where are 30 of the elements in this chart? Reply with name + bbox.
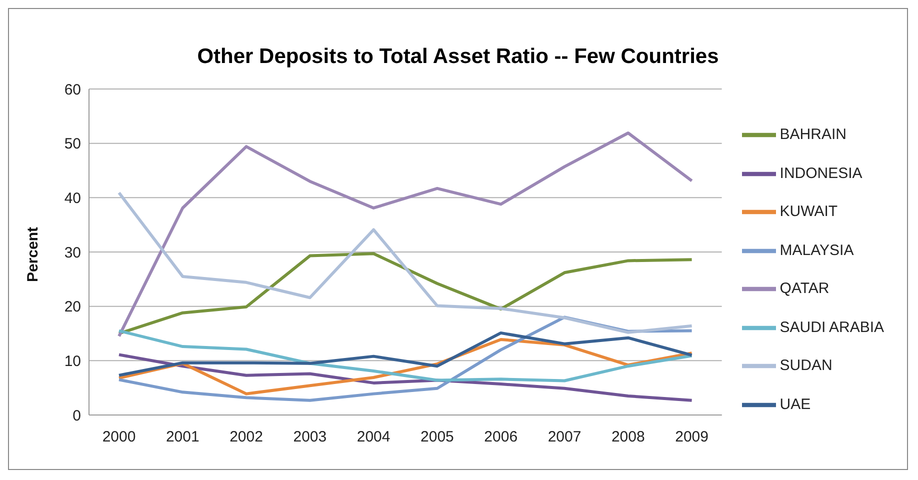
line-series [118,132,694,338]
y-tick-label: 60 [64,81,81,98]
x-tick-label: 2004 [356,428,390,446]
line-series [118,191,694,334]
legend-label: BAHRAIN [780,126,846,143]
x-tick-label: 2003 [293,428,327,446]
legend-label: SAUDI ARABIA [780,318,884,336]
y-axis-title: Percent [24,226,42,282]
legend-label: KUWAIT [780,203,838,220]
legend-label: QATAR [780,280,830,297]
legend-label: SUDAN [780,357,832,374]
y-tick-label: 40 [64,190,81,207]
y-tick-label: 10 [64,352,81,370]
x-tick-label: 2009 [675,428,708,446]
y-tick-label: 20 [64,298,81,316]
legend-label: INDONESIA [780,164,862,182]
legend-label: MALAYSIA [780,242,854,258]
chart-title: Other Deposits to Total Asset Ratio -- Few Countries [196,45,720,70]
x-tick-label: 2006 [484,428,518,446]
y-tick-label: 30 [64,244,81,262]
x-tick-label: 2005 [420,428,454,446]
x-tick-label: 2008 [611,428,645,446]
x-tick-label: 2001 [166,428,200,446]
line-series [118,252,694,335]
y-tick-label: 0 [72,407,81,424]
x-tick-label: 2002 [230,428,263,446]
legend-label: UAE [780,396,811,412]
x-tick-label: 2007 [548,428,582,446]
x-tick-label: 2000 [102,428,136,446]
y-tick-label: 50 [64,136,81,153]
